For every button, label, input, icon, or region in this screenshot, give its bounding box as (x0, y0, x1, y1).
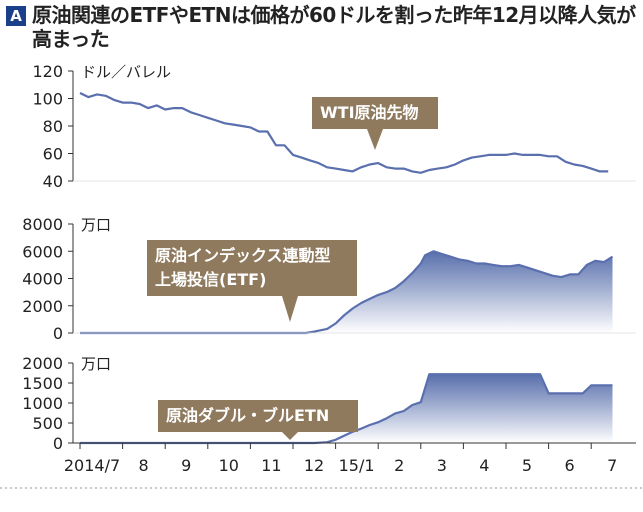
callout-wti: WTI原油先物 (312, 97, 438, 150)
y-unit-label: 万口 (81, 216, 111, 234)
x-tick-label: 10 (219, 456, 239, 475)
callout-text: 上場投信(ETF) (155, 270, 266, 289)
y-tick-label: 60 (43, 145, 63, 164)
callout-pointer (282, 432, 298, 440)
series-area-fill (80, 251, 613, 333)
y-tick-label: 1500 (22, 374, 63, 393)
x-tick-label: 11 (261, 456, 281, 475)
y-tick-label: 100 (32, 90, 63, 109)
x-tick-label: 9 (181, 456, 191, 475)
x-tick-label: 5 (522, 456, 532, 475)
x-tick-label: 2014/7 (64, 456, 120, 475)
y-tick-label: 120 (32, 62, 63, 81)
y-tick-label: 2000 (22, 297, 63, 316)
y-tick-label: 0 (53, 324, 63, 343)
callout-box (147, 240, 357, 296)
callout-text: WTI原油先物 (320, 103, 419, 122)
callout-text: 原油インデックス連動型 (155, 246, 331, 265)
series-area-fill (80, 374, 613, 443)
y-tick-label: 1000 (22, 394, 63, 413)
series-line (80, 373, 613, 445)
callout-pointer (367, 129, 383, 150)
x-tick-label: 8 (139, 456, 149, 475)
x-tick-label: 2 (394, 456, 404, 475)
x-tick-label: 12 (304, 456, 324, 475)
callout-box (158, 400, 358, 432)
callout-etn: 原油ダブル・ブルETN (158, 400, 358, 440)
callout-text: 原油ダブル・ブルETN (166, 406, 329, 425)
series-line (80, 250, 614, 335)
y-tick-label: 2000 (22, 354, 63, 373)
x-tick-label: 6 (565, 456, 575, 475)
x-tick-label: 7 (607, 456, 617, 475)
x-tick-label: 15/1 (339, 456, 375, 475)
y-tick-label: 40 (43, 172, 63, 191)
x-tick-label: 4 (479, 456, 489, 475)
y-tick-label: 4000 (22, 270, 63, 289)
chart-title: 原油関連のETFやETNは価格が60ドルを割った昨年12月以降人気が高まった (32, 3, 636, 51)
series-line (79, 92, 609, 174)
y-tick-label: 8000 (22, 215, 63, 234)
y-tick-label: 6000 (22, 242, 63, 261)
x-tick-label: 3 (437, 456, 447, 475)
y-tick-label: 80 (43, 117, 63, 136)
y-unit-label: ドル／バレル (81, 63, 171, 81)
chart-header: A 原油関連のETFやETNは価格が60ドルを割った昨年12月以降人気が高まった (0, 0, 643, 54)
callout-box (312, 97, 438, 129)
figure-badge: A (6, 6, 26, 26)
y-unit-label: 万口 (81, 355, 111, 373)
y-tick-label: 0 (53, 434, 63, 453)
y-tick-label: 500 (32, 414, 63, 433)
callout-pointer (282, 296, 298, 322)
